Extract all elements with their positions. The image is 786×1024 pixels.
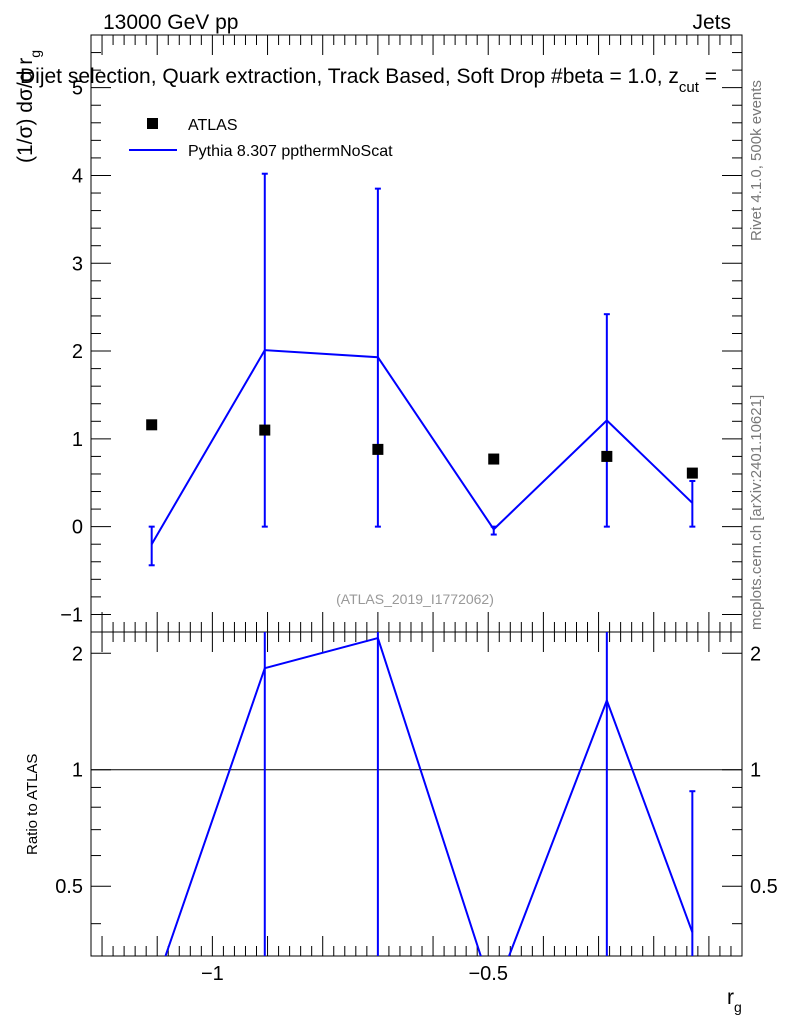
ratio-y-tick-label-right: 2 — [750, 643, 761, 665]
y-axis-label-top-main: (1/σ) dσ/d r — [14, 58, 37, 163]
x-axis-label-main: r — [727, 986, 734, 1009]
y-tick-label: 4 — [72, 165, 83, 187]
ratio-y-tick-label-right: 0.5 — [750, 876, 778, 898]
y-tick-label: −1 — [60, 604, 83, 626]
rivet-version-label: Rivet 4.1.0, 500k events — [748, 80, 765, 241]
main-axes: −1 0 1 2 3 4 5 — [60, 34, 743, 633]
ratio-y-tick-label-left: 0.5 — [55, 876, 83, 898]
y-tick-label: 5 — [72, 78, 83, 100]
y-tick-label: 3 — [72, 253, 83, 275]
y-axis-label-top: (1/σ) dσ/d rg — [14, 50, 43, 163]
y-tick-label: 0 — [72, 517, 83, 539]
atlas-data-point — [259, 424, 271, 436]
plot-title-tail: = — [699, 65, 717, 88]
energy-label: 13000 GeV pp — [103, 11, 238, 34]
atlas-data-point — [488, 453, 500, 465]
x-axis-label: rg — [727, 986, 742, 1015]
atlas-data-point — [372, 443, 384, 455]
y-tick-label: 2 — [72, 341, 83, 363]
ratio-y-tick-label-right: 1 — [750, 760, 761, 782]
ratio-plot-frame — [90, 631, 743, 957]
main-data — [146, 172, 698, 567]
legend-atlas-label: ATLAS — [188, 117, 238, 134]
x-axis-label-subscript: g — [734, 999, 742, 1015]
y-tick-label: 1 — [72, 429, 83, 451]
ratio-axes: 0.5 0.5 1 1 2 2 −1 −0.5 — [55, 632, 778, 985]
ratio-y-tick-label-left: 1 — [72, 760, 83, 782]
plot-title-main: Dijet selection, Quark extraction, Track… — [20, 65, 679, 88]
y-axis-label-ratio: Ratio to ATLAS — [24, 754, 41, 855]
analysis-id-watermark: (ATLAS_2019_I1772062) — [336, 591, 494, 607]
legend-pythia-label: Pythia 8.307 ppthermNoScat — [188, 143, 393, 160]
atlas-data-point — [686, 467, 698, 479]
atlas-data-point — [601, 450, 613, 462]
legend-atlas-marker — [147, 118, 158, 129]
pythia-ratio-line — [164, 636, 694, 956]
pythia-line — [150, 349, 694, 545]
ratio-y-tick-label-left: 2 — [72, 643, 83, 665]
process-label: Jets — [692, 11, 731, 34]
x-tick-label: −0.5 — [468, 963, 507, 985]
y-axis-label-top-subscript: g — [27, 50, 43, 58]
plot-title: Dijet selection, Quark extraction, Track… — [20, 65, 717, 96]
ratio-data — [164, 632, 696, 956]
mcplots-label: mcplots.cern.ch [arXiv:2401.10621] — [748, 395, 765, 630]
atlas-data-point — [146, 419, 158, 431]
x-tick-label: −1 — [201, 963, 224, 985]
plot-title-subscript: cut — [679, 79, 700, 96]
